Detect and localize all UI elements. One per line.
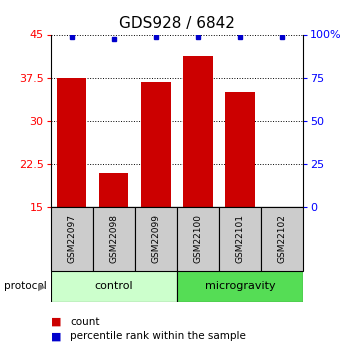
FancyBboxPatch shape [93,207,135,271]
Text: GSM22099: GSM22099 [151,214,160,264]
Text: microgravity: microgravity [205,282,275,291]
Bar [225,92,255,207]
Text: GSM22101: GSM22101 [236,214,244,264]
FancyBboxPatch shape [51,207,93,271]
Text: percentile rank within the sample: percentile rank within the sample [70,332,246,341]
Text: count: count [70,317,100,326]
Text: GSM22097: GSM22097 [67,214,76,264]
Bar [99,172,129,207]
Text: GSM22102: GSM22102 [278,215,287,263]
Title: GDS928 / 6842: GDS928 / 6842 [119,16,235,31]
Bar [141,82,170,207]
Bar [183,56,213,207]
Text: GSM22098: GSM22098 [109,214,118,264]
FancyBboxPatch shape [135,207,177,271]
Text: control: control [95,282,133,291]
Text: ■: ■ [51,332,61,341]
Text: ■: ■ [51,317,61,326]
Bar [57,78,86,207]
FancyBboxPatch shape [177,207,219,271]
FancyBboxPatch shape [51,271,177,302]
Text: ▶: ▶ [38,282,45,291]
FancyBboxPatch shape [177,271,303,302]
Text: protocol: protocol [4,282,46,291]
FancyBboxPatch shape [219,207,261,271]
Text: GSM22100: GSM22100 [193,214,203,264]
FancyBboxPatch shape [261,207,303,271]
